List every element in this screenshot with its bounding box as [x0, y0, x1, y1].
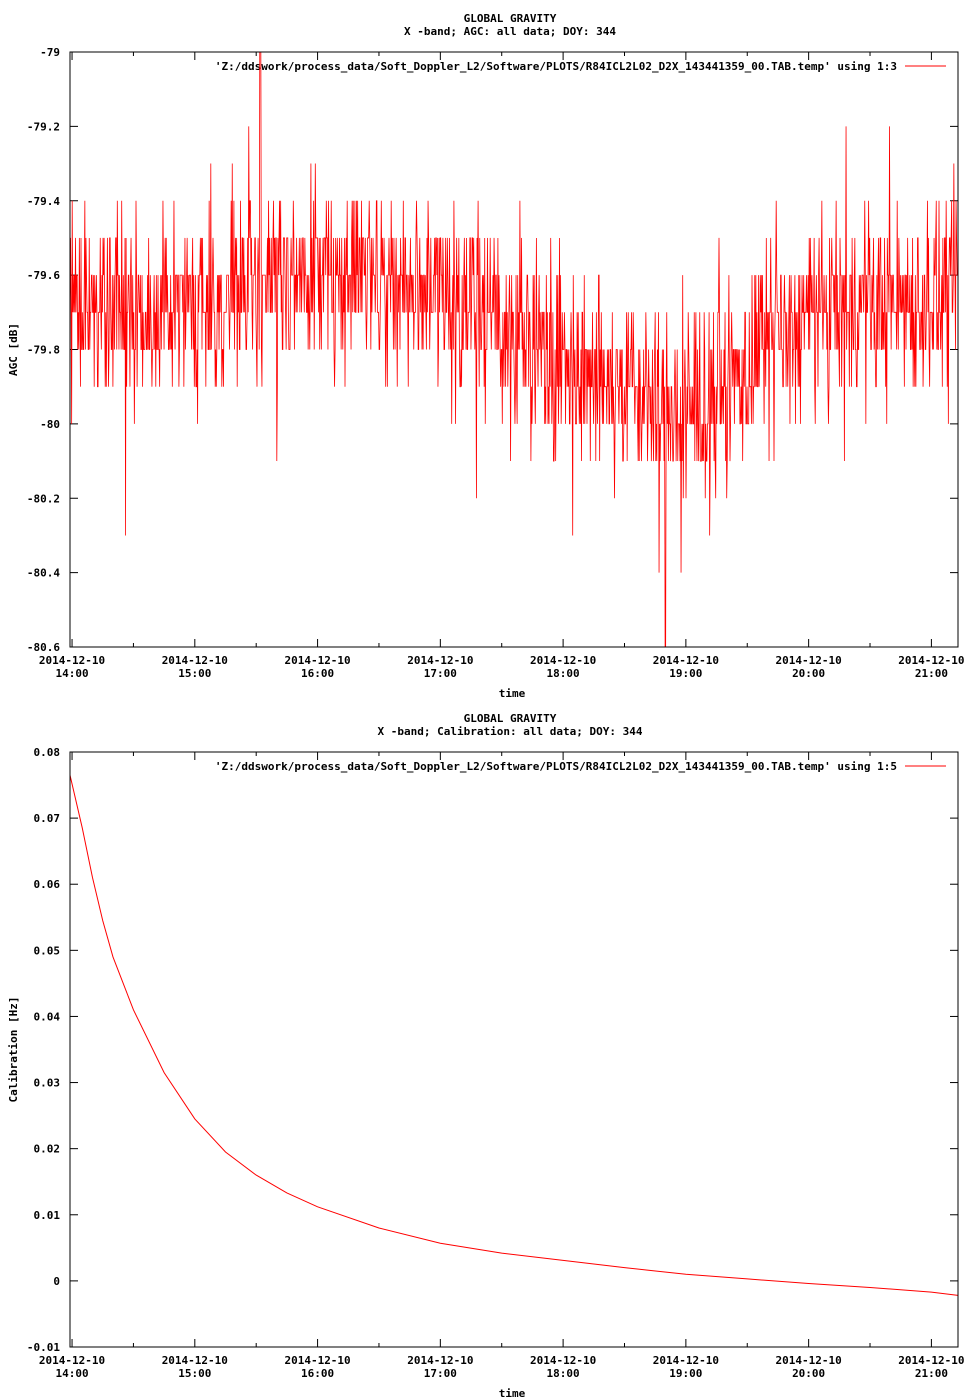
y-axis-label: Calibration [Hz] — [7, 997, 20, 1103]
x-tick-date-label: 2014-12-10 — [898, 654, 964, 667]
x-tick-date-label: 2014-12-10 — [898, 1354, 964, 1367]
x-tick-date-label: 2014-12-10 — [776, 1354, 842, 1367]
x-tick-date-label: 2014-12-10 — [284, 1354, 350, 1367]
x-tick-date-label: 2014-12-10 — [39, 1354, 105, 1367]
agc-series-line — [69, 51, 958, 648]
x-tick-time-label: 15:00 — [178, 667, 211, 680]
y-tick-label: 0.02 — [34, 1143, 61, 1156]
x-tick-date-label: 2014-12-10 — [39, 654, 105, 667]
legend-label: 'Z:/ddswork/process_data/Soft_Doppler_L2… — [215, 60, 897, 73]
x-tick-time-label: 18:00 — [547, 667, 580, 680]
x-tick-time-label: 20:00 — [792, 667, 825, 680]
x-tick-time-label: 16:00 — [301, 1367, 334, 1380]
y-tick-label: -80 — [40, 418, 60, 431]
y-tick-label: -79.6 — [27, 269, 60, 282]
y-tick-label: -80.2 — [27, 492, 60, 505]
y-tick-label: 0 — [53, 1275, 60, 1288]
x-tick-date-label: 2014-12-10 — [776, 654, 842, 667]
y-tick-label: -79.2 — [27, 120, 60, 133]
x-tick-time-label: 21:00 — [915, 1367, 948, 1380]
x-tick-date-label: 2014-12-10 — [284, 654, 350, 667]
y-tick-label: -79.4 — [27, 195, 60, 208]
chart-title: GLOBAL GRAVITY — [464, 712, 557, 725]
y-tick-label: -0.01 — [27, 1341, 60, 1354]
y-tick-label: -80.6 — [27, 641, 60, 654]
x-tick-time-label: 14:00 — [55, 1367, 88, 1380]
x-tick-time-label: 16:00 — [301, 667, 334, 680]
chart-subtitle: X -band; Calibration: all data; DOY: 344 — [378, 725, 643, 738]
x-tick-time-label: 17:00 — [424, 667, 457, 680]
y-tick-label: 0.08 — [34, 746, 61, 759]
x-tick-time-label: 20:00 — [792, 1367, 825, 1380]
x-tick-time-label: 21:00 — [915, 667, 948, 680]
y-tick-label: 0.04 — [34, 1010, 61, 1023]
y-tick-label: 0.07 — [34, 812, 61, 825]
x-axis-label: time — [499, 687, 526, 700]
plot-frame — [69, 51, 959, 648]
x-tick-date-label: 2014-12-10 — [530, 654, 596, 667]
x-tick-date-label: 2014-12-10 — [407, 654, 473, 667]
x-tick-time-label: 19:00 — [669, 667, 702, 680]
x-tick-time-label: 18:00 — [547, 1367, 580, 1380]
chart-subtitle: X -band; AGC: all data; DOY: 344 — [404, 25, 616, 38]
y-tick-label: 0.05 — [34, 944, 61, 957]
legend-label: 'Z:/ddswork/process_data/Soft_Doppler_L2… — [215, 760, 897, 773]
x-tick-date-label: 2014-12-10 — [407, 1354, 473, 1367]
x-tick-time-label: 19:00 — [669, 1367, 702, 1380]
y-tick-label: 0.06 — [34, 878, 61, 891]
y-tick-label: 0.03 — [34, 1077, 61, 1090]
y-tick-label: -80.4 — [27, 567, 60, 580]
x-axis-label: time — [499, 1387, 526, 1400]
chart-title: GLOBAL GRAVITY — [464, 12, 557, 25]
x-tick-time-label: 14:00 — [55, 667, 88, 680]
x-tick-date-label: 2014-12-10 — [162, 1354, 228, 1367]
plot-frame — [69, 751, 959, 1348]
x-tick-date-label: 2014-12-10 — [530, 1354, 596, 1367]
x-tick-date-label: 2014-12-10 — [653, 654, 719, 667]
calibration-series-line — [69, 775, 959, 1296]
x-tick-time-label: 17:00 — [424, 1367, 457, 1380]
x-tick-time-label: 15:00 — [178, 1367, 211, 1380]
y-tick-label: -79.8 — [27, 344, 60, 357]
y-tick-label: 0.01 — [34, 1209, 61, 1222]
x-tick-date-label: 2014-12-10 — [162, 654, 228, 667]
y-axis-label: AGC [dB] — [7, 323, 20, 376]
y-tick-label: -79 — [40, 46, 60, 59]
x-tick-date-label: 2014-12-10 — [653, 1354, 719, 1367]
